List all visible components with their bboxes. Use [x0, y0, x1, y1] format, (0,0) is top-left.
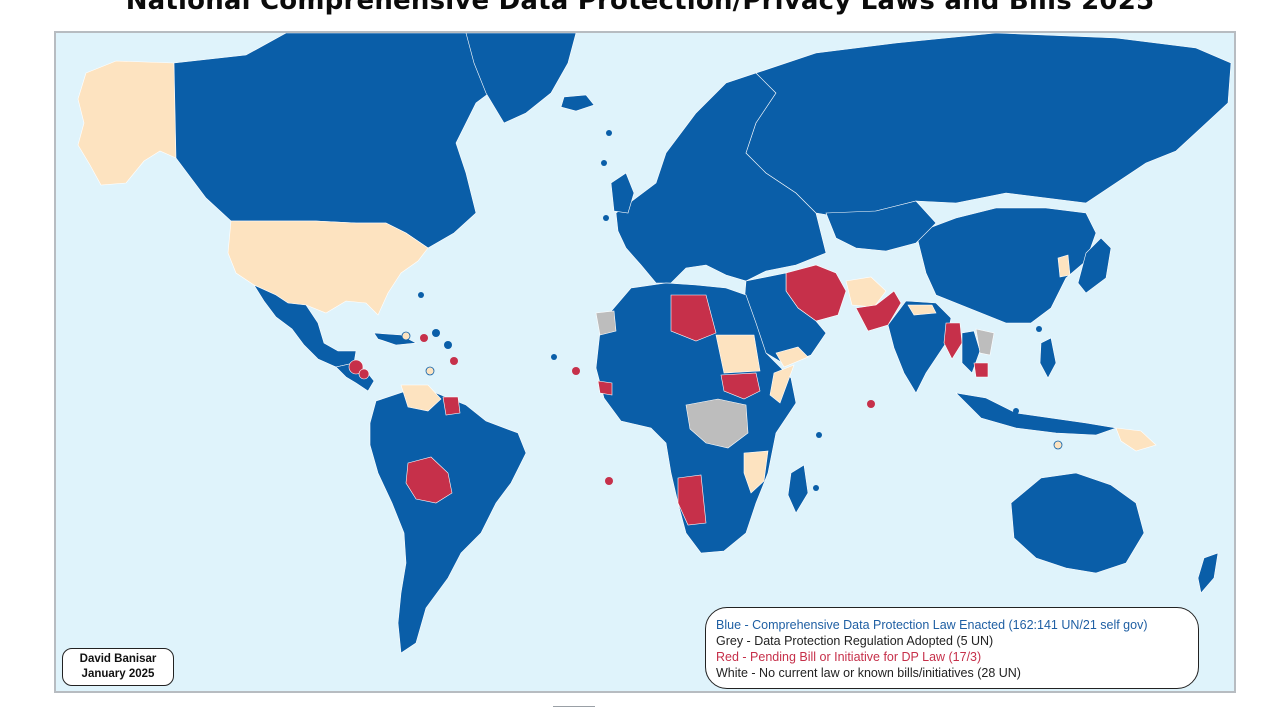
region-afghanistan — [845, 276, 887, 308]
region-namibia — [677, 474, 707, 526]
region-south-america — [369, 390, 527, 654]
region-honduras — [348, 359, 364, 375]
island-marker — [444, 341, 452, 349]
region-sierra-leone-liberia — [597, 380, 613, 396]
region-philippines — [1039, 337, 1057, 379]
island-marker — [606, 130, 612, 136]
region-myanmar — [943, 322, 963, 360]
island-marker — [1013, 408, 1019, 414]
island-marker — [432, 329, 440, 337]
region-western-sahara — [595, 310, 617, 336]
island-marker — [1036, 326, 1042, 332]
legend-item-grey: Grey - Data Protection Regulation Adopte… — [716, 634, 994, 648]
world-map-svg — [56, 33, 1234, 691]
region-australia — [1010, 472, 1145, 574]
region-madagascar — [787, 464, 809, 514]
island-marker — [425, 366, 435, 376]
region-china — [915, 207, 1097, 324]
island-marker — [867, 400, 875, 408]
island-marker — [551, 354, 557, 360]
divider — [553, 706, 595, 707]
island-marker — [450, 357, 458, 365]
region-nicaragua — [358, 368, 370, 380]
page-title: National Comprehensive Data Protection/P… — [125, 0, 1155, 16]
region-mexico — [253, 284, 357, 368]
island-marker — [605, 477, 613, 485]
region-iceland — [560, 94, 595, 112]
region-drc — [685, 398, 749, 449]
region-pakistan — [855, 290, 902, 332]
region-libya — [670, 294, 717, 342]
legend-item-red: Red - Pending Bill or Initiative for DP … — [716, 650, 982, 664]
region-somalia — [769, 364, 795, 404]
island-marker — [401, 331, 411, 341]
region-uk — [610, 172, 635, 214]
island-marker — [816, 432, 822, 438]
region-nepal — [907, 304, 937, 316]
region-new-zealand — [1197, 552, 1219, 594]
region-thailand — [961, 330, 981, 374]
world-map — [54, 31, 1236, 693]
credit-box: David Banisar January 2025 — [62, 648, 174, 686]
region-yemen — [775, 346, 809, 368]
region-india — [887, 300, 952, 394]
island-marker — [813, 485, 819, 491]
island-marker — [1053, 440, 1063, 450]
region-guyana-suriname — [442, 396, 461, 416]
credit-author: David Banisar — [79, 653, 157, 665]
region-europe — [615, 72, 827, 284]
region-tanzania-mozambique — [743, 450, 769, 494]
region-venezuela — [400, 384, 442, 412]
island-marker — [420, 334, 428, 342]
region-kazakhstan — [825, 200, 937, 252]
credit-date: January 2025 — [81, 668, 155, 680]
region-papua-new-guinea — [1115, 427, 1157, 452]
island-marker — [601, 160, 607, 166]
region-russia — [745, 33, 1232, 219]
legend-item-white: White - No current law or known bills/in… — [716, 666, 1021, 680]
map-legend: Blue - Comprehensive Data Protection Law… — [705, 607, 1199, 689]
island-marker — [418, 292, 424, 298]
legend-item-blue: Blue - Comprehensive Data Protection Law… — [716, 618, 1148, 632]
region-cambodia — [973, 362, 989, 378]
region-korea — [1057, 254, 1071, 278]
island-marker — [572, 367, 580, 375]
island-marker — [603, 215, 609, 221]
region-south-sudan — [720, 372, 761, 400]
region-cuba — [373, 332, 418, 346]
region-laos-vietnam — [975, 328, 995, 356]
region-japan — [1077, 237, 1112, 294]
region-greenland — [465, 33, 577, 124]
region-sudan — [715, 334, 761, 374]
region-bolivia — [405, 456, 453, 504]
